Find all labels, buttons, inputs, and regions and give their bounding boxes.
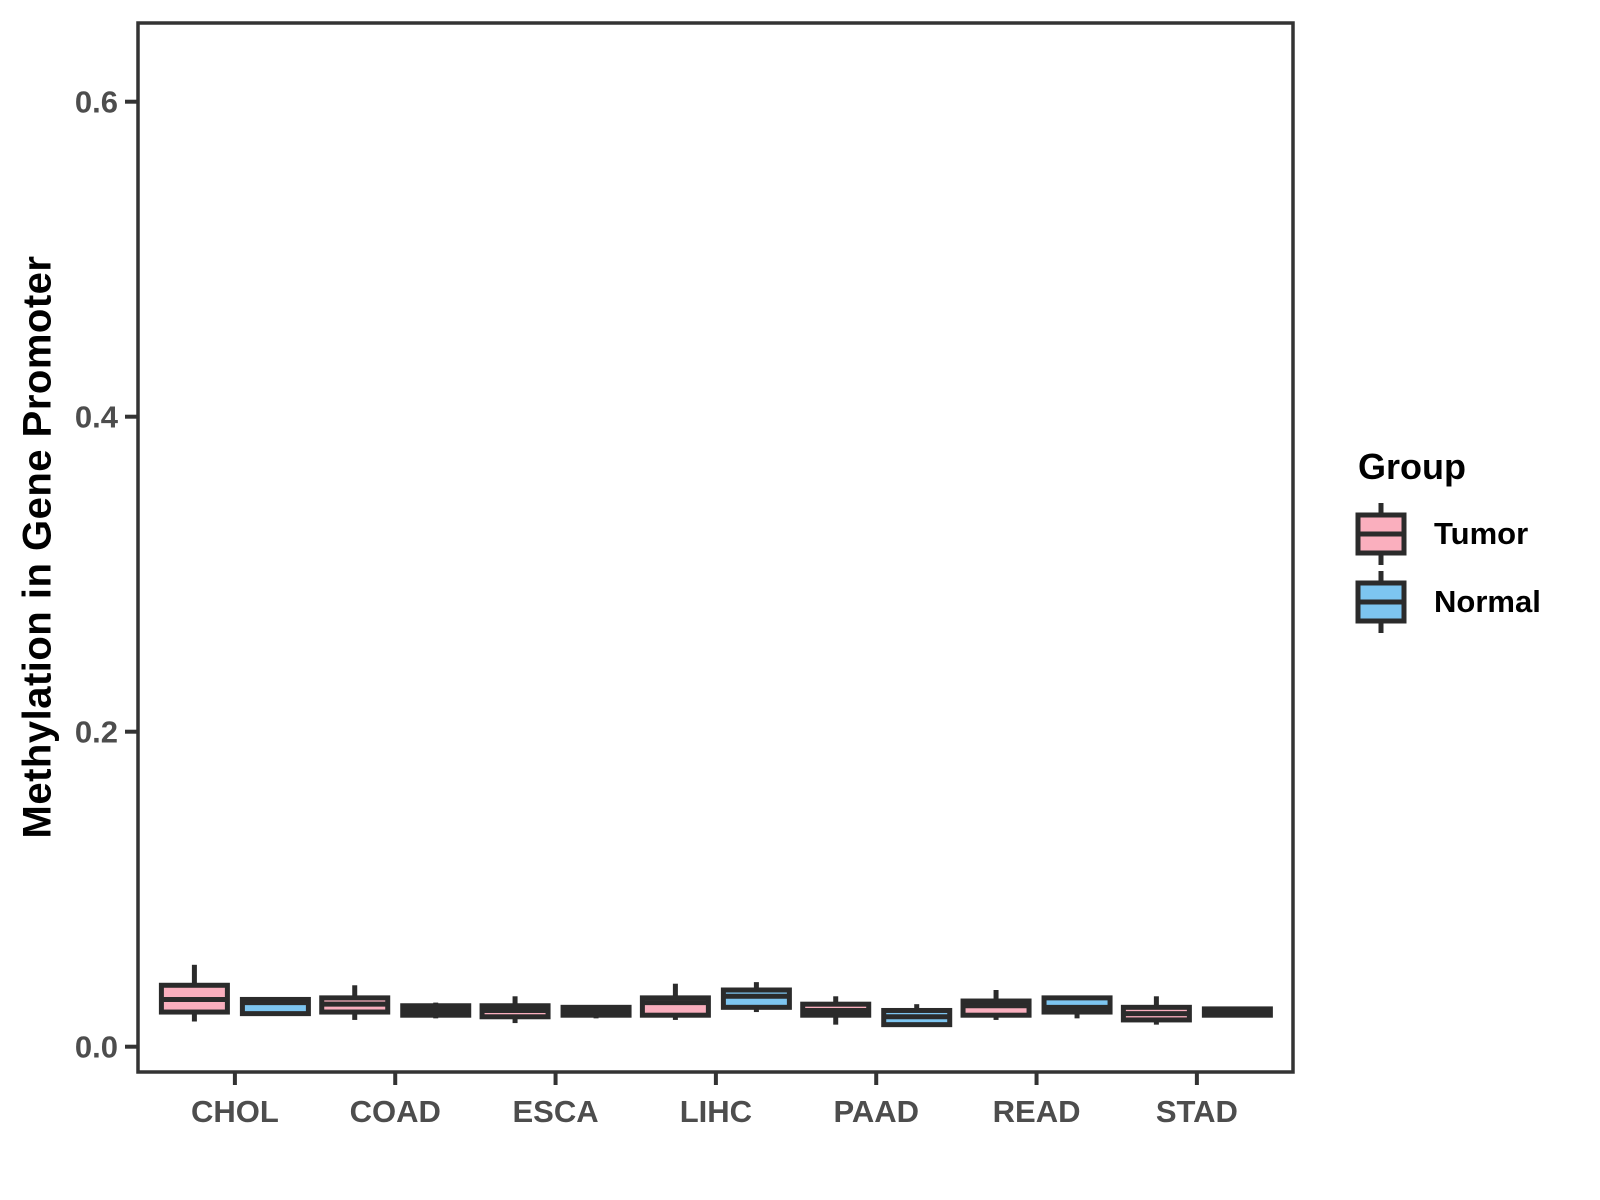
y-axis-title: Methylation in Gene Promoter bbox=[15, 255, 60, 839]
boxplot-tumor-coad bbox=[319, 985, 391, 1020]
boxplot-normal-read bbox=[1041, 995, 1113, 1019]
legend-entry-tumor: Tumor bbox=[1352, 500, 1541, 568]
panel-border bbox=[136, 21, 1295, 1074]
boxplot-tumor-paad bbox=[800, 996, 872, 1025]
legend-label-tumor: Tumor bbox=[1434, 516, 1529, 551]
boxplot-normal-chol bbox=[239, 996, 311, 1017]
boxplot-tumor-read bbox=[960, 990, 1032, 1020]
legend-entry-normal: Normal bbox=[1352, 568, 1541, 636]
x-tick-label: STAD bbox=[1156, 1094, 1238, 1129]
x-tick-label: ESCA bbox=[512, 1094, 598, 1129]
legend: Group Tumor Normal bbox=[1352, 446, 1541, 636]
x-tick-label: READ bbox=[993, 1094, 1081, 1129]
boxplot-normal-coad bbox=[400, 1002, 472, 1019]
y-tick-label: 0.0 bbox=[75, 1030, 118, 1065]
boxplot-tumor-lihc bbox=[639, 983, 711, 1020]
y-tick-label: 0.4 bbox=[75, 400, 119, 435]
y-tick-label: 0.6 bbox=[75, 85, 118, 120]
boxplot-normal-stad bbox=[1201, 1006, 1273, 1018]
x-tick-label: CHOL bbox=[191, 1094, 279, 1129]
x-tick-label: LIHC bbox=[680, 1094, 752, 1129]
x-tick-label: COAD bbox=[350, 1094, 441, 1129]
boxplot-normal-esca bbox=[560, 1004, 632, 1019]
legend-label-normal: Normal bbox=[1434, 584, 1541, 619]
normal-boxplot-key-icon bbox=[1355, 571, 1407, 633]
x-tick-label: PAAD bbox=[833, 1094, 919, 1129]
tumor-boxplot-key-icon bbox=[1355, 503, 1407, 565]
boxplot-tumor-stad bbox=[1120, 996, 1192, 1025]
y-tick-label: 0.2 bbox=[75, 715, 118, 750]
boxplot-tumor-chol bbox=[158, 964, 230, 1022]
boxplot-normal-lihc bbox=[720, 982, 792, 1013]
boxplot-normal-paad bbox=[881, 1004, 953, 1028]
boxplot-tumor-esca bbox=[479, 996, 551, 1024]
legend-title: Group bbox=[1358, 446, 1466, 487]
